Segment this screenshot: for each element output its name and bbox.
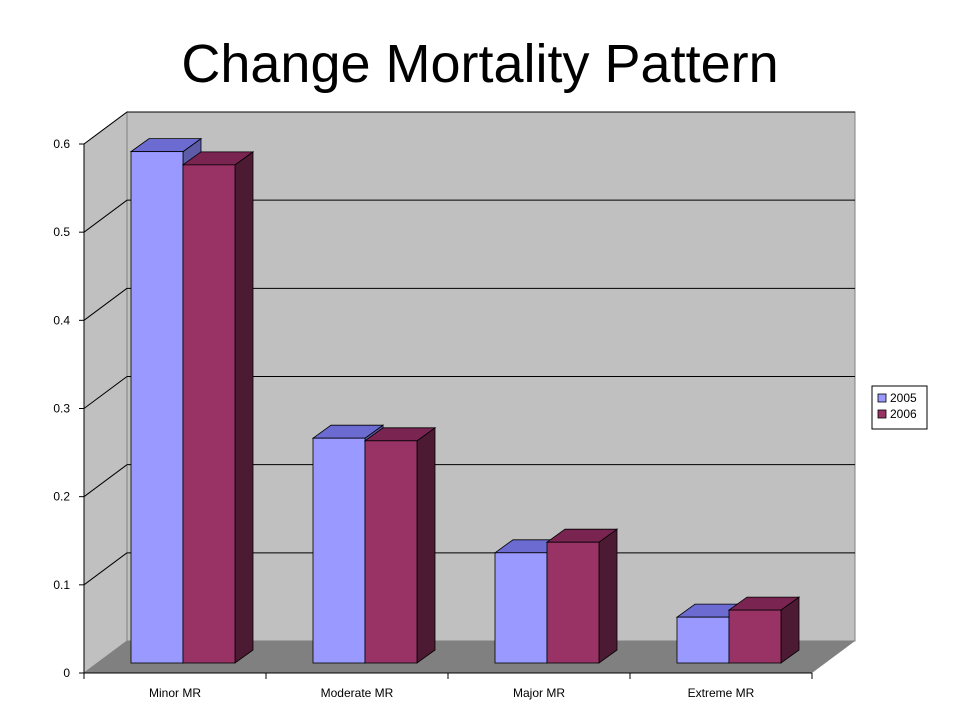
bar-front (312, 437, 366, 664)
bar-side (416, 427, 436, 664)
gridline-side-2 (83, 464, 128, 498)
bars (129, 137, 801, 664)
y-tick-label-1: 0.1 (53, 578, 70, 592)
bar-2006-major-mr (545, 528, 619, 664)
bar-front (364, 440, 418, 664)
gridline-side-4 (83, 287, 128, 321)
bar-front (130, 151, 184, 664)
chart-title: Change Mortality Pattern (181, 34, 779, 94)
gridline-side-1 (83, 552, 128, 586)
bar-front (728, 609, 782, 664)
x-tick-label-3: Extreme MR (688, 686, 755, 700)
x-axis-tick-labels: Minor MR Moderate MR Major MR Extreme MR (149, 686, 755, 700)
chart-floor (84, 641, 855, 673)
legend: 2005 2006 (871, 385, 928, 430)
bar-2006-minor-mr (181, 151, 255, 664)
gridline-side-6 (83, 111, 128, 145)
y-tick-label-4: 0.4 (53, 313, 70, 327)
legend-label-2006: 2006 (890, 407, 917, 421)
y-tick-label-6: 0.6 (53, 137, 70, 151)
bar-front (546, 541, 600, 664)
bar-front (676, 616, 730, 664)
bar-side (598, 528, 618, 664)
legend-box (871, 385, 928, 430)
bar-side (234, 151, 254, 664)
x-tick-label-1: Moderate MR (321, 686, 394, 700)
y-tick-label-3: 0.3 (53, 402, 70, 416)
gridline-side-3 (83, 376, 128, 409)
axes (79, 143, 813, 679)
x-tick-label-0: Minor MR (149, 686, 201, 700)
y-tick-label-2: 0.2 (53, 490, 70, 504)
y-tick-label-5: 0.5 (53, 225, 70, 239)
x-tick-label-2: Major MR (513, 686, 565, 700)
legend-swatch-2006 (877, 409, 887, 419)
gridline-side-5 (83, 199, 128, 233)
y-axis-tick-labels: 0 0.1 0.2 0.3 0.4 0.5 0.6 (53, 137, 70, 680)
bar-front (182, 164, 236, 664)
bar-front (494, 552, 548, 664)
legend-swatch-2005 (877, 393, 887, 403)
legend-label-2005: 2005 (890, 391, 917, 405)
bar-2006-moderate-mr (363, 427, 437, 664)
y-tick-label-0: 0 (63, 666, 70, 680)
bar-2006-extreme-mr (727, 596, 801, 664)
